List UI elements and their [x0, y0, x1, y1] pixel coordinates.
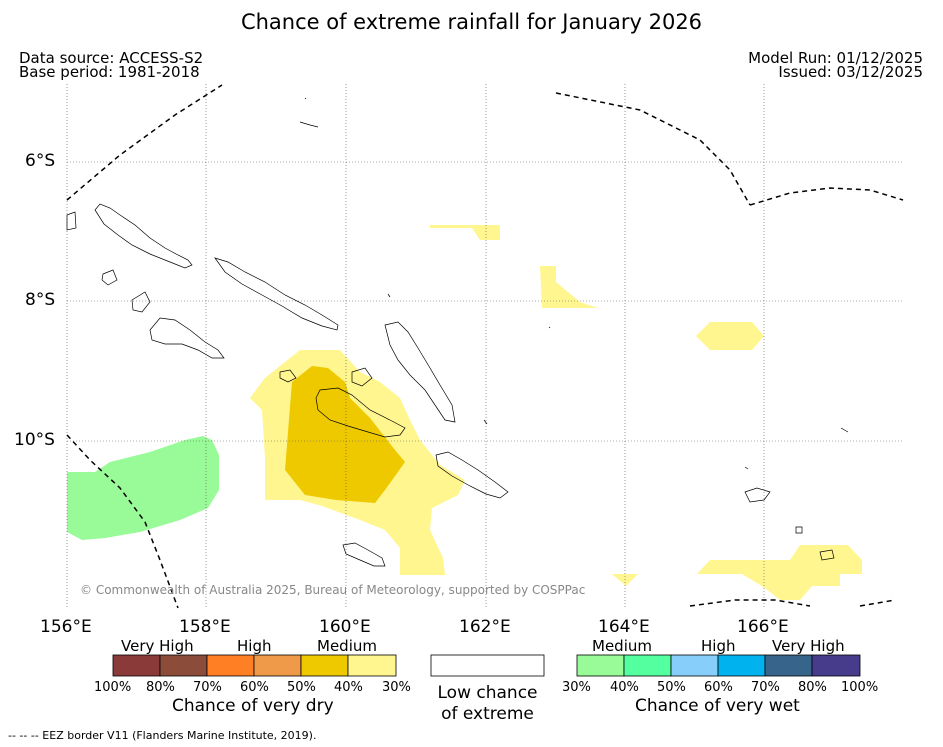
dry-swatch-medium-2	[347, 654, 397, 677]
wet-caption: Chance of very wet	[635, 696, 800, 716]
wet-percent-label: 50%	[657, 680, 686, 695]
dry-medium-region-4	[696, 322, 764, 350]
low-chance-caption-2: of extreme	[441, 704, 534, 724]
wet-medium-region	[67, 436, 219, 540]
dry-swatch-medium-1	[300, 654, 349, 677]
wet-percent-label: 70%	[751, 680, 780, 695]
dry-category-label: Very High	[121, 637, 194, 655]
dry-medium-region-2	[430, 225, 500, 240]
shortland-island	[101, 269, 118, 286]
lat-label: 6°S	[25, 151, 56, 171]
dry-swatch-high-2	[253, 654, 302, 677]
wet-colorbar	[576, 654, 861, 677]
lat-label: 10°S	[14, 430, 55, 450]
chart-title: Chance of extreme rainfall for January 2…	[240, 10, 703, 34]
wet-category-label: Medium	[592, 637, 652, 655]
dry-percent-label: 30%	[382, 680, 411, 695]
wet-swatch-very-high-2	[811, 654, 861, 677]
new-georgia-island	[149, 317, 225, 359]
wet-swatch-very-high-1	[764, 654, 813, 677]
small-island-2	[840, 427, 849, 433]
dry-caption: Chance of very dry	[172, 696, 334, 716]
lon-label: 158°E	[179, 617, 231, 637]
wet-percent-label: 100%	[841, 680, 879, 695]
florida-island	[351, 367, 373, 387]
vanikoro-island	[819, 549, 835, 561]
wet-percent-label: 40%	[610, 680, 639, 695]
small-island-6	[387, 293, 391, 298]
wet-percent-label: 60%	[704, 680, 733, 695]
lon-label: 156°E	[40, 617, 92, 637]
lon-label: 162°E	[459, 617, 511, 637]
dry-colorbar	[112, 654, 397, 677]
eez-footnote: -- -- -- EEZ border V11 (Flanders Marine…	[8, 729, 317, 742]
dry-percent-label: 40%	[334, 680, 363, 695]
coastlines	[66, 97, 849, 567]
wet-swatch-high-1	[670, 654, 719, 677]
small-island-3	[548, 326, 551, 329]
wet-swatch-high-2	[717, 654, 766, 677]
dry-percent-label: 100%	[94, 680, 132, 695]
model-run-label: Model Run: 01/12/2025	[748, 49, 923, 67]
wet-swatch-medium-2	[623, 654, 672, 677]
guadalcanal-island	[315, 387, 406, 438]
map-graticule	[66, 84, 903, 608]
small-island-7	[483, 419, 488, 425]
dry-percent-label: 60%	[240, 680, 269, 695]
russell-island	[279, 369, 297, 383]
dry-swatch-very-high-2	[159, 654, 208, 677]
wet-category-label: Very High	[772, 637, 845, 655]
small-island-1	[66, 211, 77, 231]
lon-label: 166°E	[737, 617, 789, 637]
lon-label: 160°E	[319, 617, 371, 637]
dry-medium-dark-region	[285, 366, 405, 503]
eez-border	[66, 84, 904, 609]
low-chance-caption-1: Low chance	[437, 683, 538, 703]
copyright-note: © Commonwealth of Australia 2025, Bureau…	[80, 583, 586, 597]
issued-label: Issued: 03/12/2025	[778, 63, 923, 81]
lat-label: 8°S	[25, 290, 56, 310]
nendo-island	[744, 487, 771, 503]
dry-percent-label: 70%	[193, 680, 222, 695]
data-source-label: Data source: ACCESS-S2	[19, 49, 204, 67]
small-island-5	[304, 97, 307, 100]
wet-percent-label: 30%	[562, 680, 591, 695]
base-period-label: Base period: 1981-2018	[19, 63, 200, 81]
dry-swatch-high-1	[206, 654, 255, 677]
wet-category-label: High	[701, 637, 736, 655]
ontong-java-atoll	[299, 121, 319, 128]
dry-category-label: Medium	[317, 637, 377, 655]
low-chance-swatch	[430, 654, 545, 677]
choiseul-island	[214, 257, 339, 331]
wet-percent-label: 80%	[798, 680, 827, 695]
bougainville-island	[94, 203, 193, 269]
small-island-4	[744, 466, 749, 470]
dry-percent-label: 50%	[287, 680, 316, 695]
dry-category-label: High	[237, 637, 272, 655]
dry-medium-region-5	[697, 545, 862, 600]
malaita-island	[435, 451, 509, 499]
dry-swatch-very-high-1	[112, 654, 161, 677]
santa-isabel-island	[384, 321, 456, 423]
lon-label: 164°E	[598, 617, 650, 637]
wet-swatch-medium-1	[576, 654, 625, 677]
utupua-island	[795, 526, 803, 534]
dry-percent-label: 80%	[146, 680, 175, 695]
vella-lavella-island	[131, 291, 151, 313]
dry-medium-region-3	[540, 266, 598, 308]
makira-island	[342, 542, 386, 567]
